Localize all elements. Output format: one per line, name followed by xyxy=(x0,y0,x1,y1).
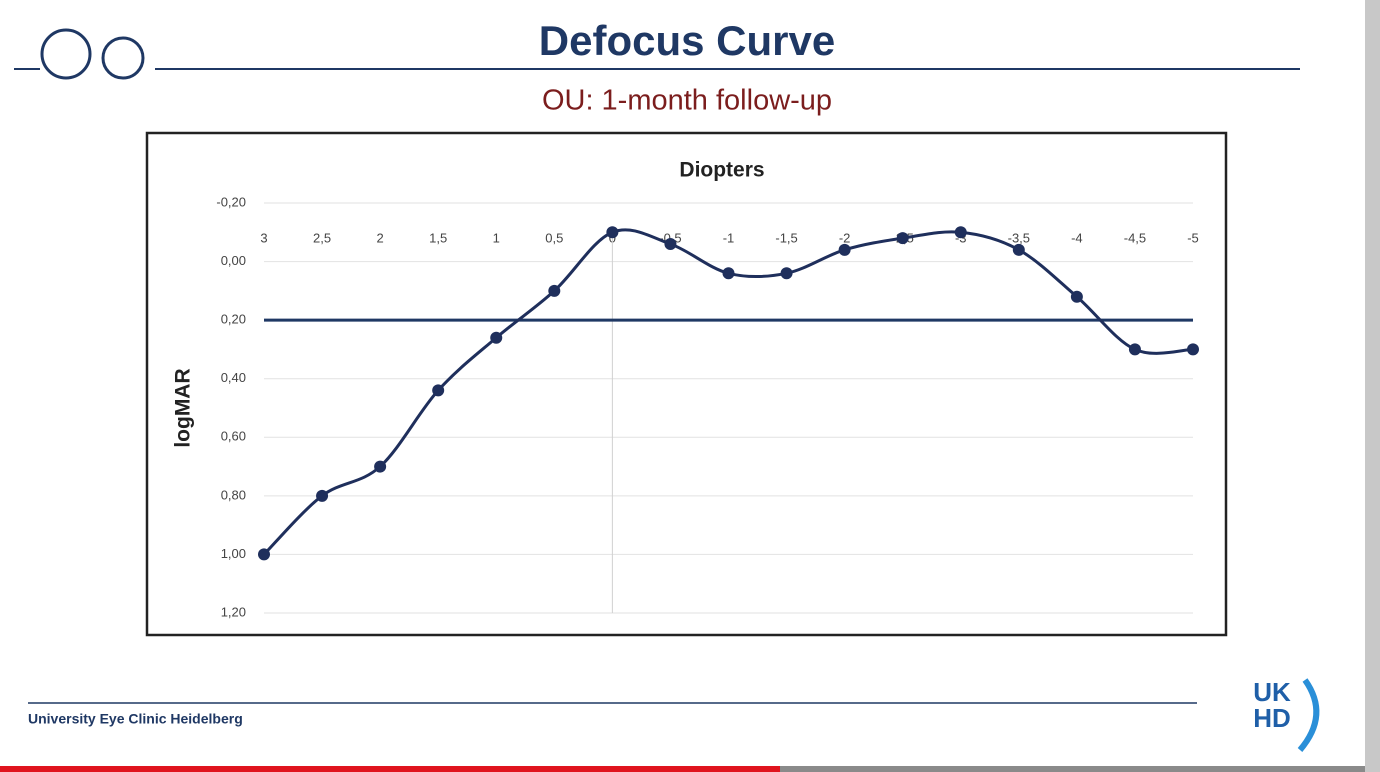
y-tick-label: 0,80 xyxy=(221,487,246,502)
chart-frame xyxy=(145,131,1228,637)
data-point xyxy=(954,226,967,239)
y-tick-label: 0,40 xyxy=(221,370,246,385)
y-tick-label: 1,00 xyxy=(221,546,246,561)
data-point xyxy=(1187,343,1199,356)
data-point xyxy=(490,331,503,344)
x-tick-label: -1 xyxy=(723,230,735,245)
x-tick-label: -5 xyxy=(1187,230,1199,245)
logo-circle xyxy=(40,28,92,80)
x-tick-label: 3 xyxy=(260,230,267,245)
x-tick-label: 1 xyxy=(493,230,500,245)
progress-track xyxy=(780,766,1365,772)
x-tick-label: -4 xyxy=(1071,230,1083,245)
data-line xyxy=(262,228,1194,556)
y-axis-title: logMAR xyxy=(172,368,195,447)
data-point xyxy=(374,460,387,473)
data-point xyxy=(1012,243,1025,256)
x-tick-label: 1,5 xyxy=(429,230,447,245)
x-tick-label: -3,5 xyxy=(1008,230,1030,245)
y-tick-label: -0,20 xyxy=(216,194,246,209)
scrollbar xyxy=(1365,0,1380,772)
x-tick-label: -2 xyxy=(839,230,851,245)
slide-subtitle: OU: 1-month follow-up xyxy=(542,85,832,117)
logo-arc xyxy=(1297,678,1320,752)
slide-title: Defocus Curve xyxy=(539,17,835,64)
logo-circle xyxy=(101,36,145,80)
x-tick-label: 0,5 xyxy=(545,230,563,245)
x-tick-label: -4,5 xyxy=(1124,230,1146,245)
x-tick-label: 2,5 xyxy=(313,230,331,245)
footer-text: University Eye Clinic Heidelberg xyxy=(28,711,243,727)
data-point xyxy=(722,267,735,280)
data-point xyxy=(838,243,851,256)
x-tick-label: -1,5 xyxy=(775,230,797,245)
x-tick-label: 2 xyxy=(377,230,384,245)
y-tick-label: 0,00 xyxy=(221,253,246,268)
data-point xyxy=(316,489,329,502)
y-tick-label: 0,60 xyxy=(221,429,246,444)
data-point xyxy=(780,267,793,280)
logo-text: UK xyxy=(1253,677,1291,707)
data-point xyxy=(548,284,561,297)
data-point xyxy=(606,226,619,239)
data-point xyxy=(896,232,909,245)
data-point xyxy=(664,238,677,250)
y-tick-label: 1,20 xyxy=(221,604,246,619)
data-point xyxy=(258,548,270,561)
data-point xyxy=(1070,290,1083,303)
progress-bar xyxy=(0,766,780,772)
data-point xyxy=(1128,343,1141,356)
x-axis-title: Diopters xyxy=(679,159,764,182)
data-point xyxy=(432,384,445,397)
logo-text: HD xyxy=(1253,703,1291,733)
y-tick-label: 0,20 xyxy=(221,312,246,327)
